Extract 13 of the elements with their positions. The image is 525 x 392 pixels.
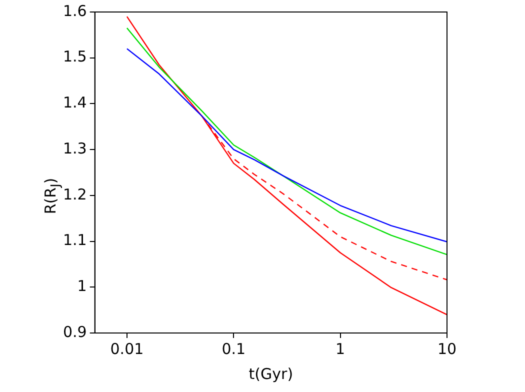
x-tick-label: 1	[336, 340, 346, 358]
y-tick-label: 0.9	[62, 322, 87, 341]
y-tick-label: 1.2	[62, 185, 87, 204]
x-tick-label: 10	[437, 340, 457, 358]
y-tick-label: 1.5	[62, 48, 87, 66]
y-tick-label: 1.3	[62, 139, 87, 158]
y-tick-label: 1.4	[62, 94, 87, 112]
x-tick-label: 0.1	[222, 340, 246, 358]
x-tick-label: 0.01	[110, 340, 144, 358]
y-tick-label: 1	[77, 277, 87, 296]
y-tick-label: 1.6	[62, 2, 87, 20]
y-tick-label: 1.1	[62, 231, 87, 250]
x-axis-title: t(Gyr)	[248, 364, 294, 383]
